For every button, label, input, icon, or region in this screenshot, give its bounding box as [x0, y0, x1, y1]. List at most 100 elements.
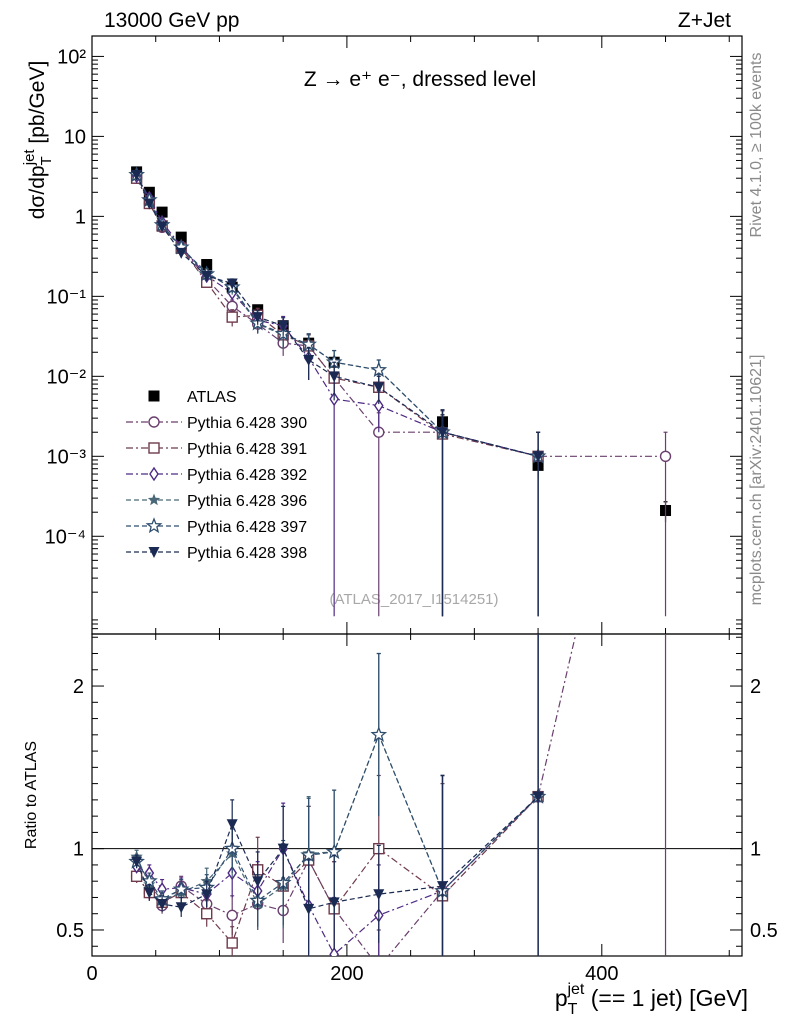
- legend-entry: ATLAS: [148, 389, 237, 406]
- ratio-series-line: [136, 733, 539, 905]
- ratio-data-point: [370, 725, 388, 742]
- main-data-point: [303, 355, 315, 367]
- ratio-data-point: [374, 962, 384, 972]
- main-series-line: [136, 173, 539, 457]
- x-axis-label: pTjet (== 1 jet) [GeV]: [555, 981, 748, 1018]
- main-y-tick-label: 1: [75, 206, 86, 228]
- ratio-series-line: [136, 733, 539, 902]
- legend-label: Pythia 6.428 391: [187, 441, 307, 458]
- legend-label: Pythia 6.428 396: [187, 493, 307, 510]
- main-data-point: [370, 361, 388, 378]
- legend-marker: [148, 442, 160, 454]
- legend-entry: Pythia 6.428 390: [126, 415, 307, 432]
- ratio-data-point: [303, 903, 315, 915]
- analysis-watermark: (ATLAS_2017_I1514251): [329, 591, 498, 608]
- legend-label: ATLAS: [187, 389, 237, 406]
- main-y-tick-label: 10⁻¹: [47, 286, 87, 308]
- ratio-data-point: [201, 889, 213, 901]
- main-series-6: [131, 169, 544, 617]
- ratio-data-point: [329, 947, 339, 956]
- ratio-data-point: [328, 897, 340, 909]
- ratio-data-point: [252, 876, 264, 888]
- main-data-point: [156, 221, 168, 233]
- ratio-data-point: [226, 909, 238, 922]
- ratio-series-3: [130, 634, 545, 956]
- legend-label: Pythia 6.428 390: [187, 415, 307, 432]
- ratio-series-4: [128, 634, 547, 956]
- legend-label: Pythia 6.428 392: [187, 467, 307, 484]
- ratio-data-point: [277, 843, 289, 855]
- main-data-point: [131, 169, 143, 181]
- legend-marker: [148, 416, 160, 428]
- legend-entry: Pythia 6.428 391: [126, 441, 307, 458]
- main-data-point: [277, 320, 289, 332]
- main-data-point: [143, 198, 155, 210]
- legend-label: Pythia 6.428 397: [187, 519, 307, 536]
- main-data-point: [436, 427, 448, 439]
- ratio-y-axis-label: Ratio to ATLAS: [23, 741, 40, 849]
- header-right: Z+Jet: [678, 9, 731, 32]
- ratio-data-point: [201, 908, 213, 920]
- ratio-y-tick-label-right: 2: [750, 676, 761, 698]
- main-data-point: [373, 398, 384, 413]
- main-data-point: [328, 371, 340, 383]
- main-data-point: [156, 206, 168, 218]
- legend-entry: Pythia 6.428 396: [126, 493, 307, 510]
- main-y-tick-label: 10: [64, 126, 86, 148]
- header-left: 13000 GeV pp: [104, 9, 239, 32]
- ratio-panel-frame: [91, 633, 743, 957]
- main-data-point: [226, 278, 238, 290]
- main-data-point: [373, 382, 385, 394]
- mcplots-label: mcplots.cern.ch [arXiv:2401.10621]: [748, 355, 765, 606]
- ratio-y-tick-label: 2: [73, 676, 84, 698]
- ratio-series-1: [130, 634, 544, 956]
- ratio-series-line: [136, 796, 539, 945]
- ratio-series-line: [136, 634, 577, 956]
- ratio-y-tick-label-right: 1: [750, 839, 761, 861]
- legend-marker: [149, 466, 159, 482]
- main-y-tick-label: 10⁻²: [47, 366, 87, 388]
- legend-entry: Pythia 6.428 398: [126, 545, 307, 562]
- ratio-y-tick-label: 1: [73, 839, 84, 861]
- ratio-series-2: [131, 634, 543, 956]
- ratio-data-point: [436, 881, 448, 893]
- main-data-point: [532, 451, 544, 463]
- main-data-point: [226, 311, 238, 323]
- x-tick-label: 200: [330, 963, 363, 985]
- main-data-point: [175, 247, 187, 259]
- ratio-y-tick-label: 0.5: [56, 920, 84, 942]
- main-data-point: [201, 259, 213, 271]
- legend-entry: Pythia 6.428 397: [126, 517, 307, 536]
- ratio-data-point: [131, 856, 143, 868]
- main-data-point: [175, 231, 187, 243]
- ratio-data-point: [661, 242, 671, 252]
- ratio-data-point: [172, 880, 190, 897]
- main-y-tick-label: 10⁻⁴: [45, 526, 86, 548]
- legend-marker: [147, 493, 161, 506]
- main-data-point: [252, 312, 264, 324]
- ratio-data-point: [532, 791, 544, 803]
- legend-entry: Pythia 6.428 392: [126, 466, 307, 484]
- ratio-y-tick-label-right: 0.5: [750, 920, 778, 942]
- ratio-data-point: [373, 889, 385, 901]
- ratio-series-5: [131, 634, 544, 956]
- legend-marker: [148, 390, 160, 402]
- main-title: Z → e⁺ e⁻, dressed level: [304, 68, 536, 91]
- ratio-data-point: [175, 902, 187, 914]
- main-y-tick-label: 10²: [57, 46, 86, 68]
- main-y-axis-label: dσ/dpTjet [pb/GeV]: [21, 61, 55, 220]
- x-tick-label: 400: [585, 963, 618, 985]
- legend-marker: [145, 517, 163, 534]
- main-data-point: [201, 270, 213, 282]
- rivet-label: Rivet 4.1.0, ≥ 100k events: [748, 53, 765, 238]
- ratio-data-point: [156, 898, 168, 910]
- ratio-data-point: [226, 819, 238, 831]
- main-y-tick-label: 10⁻³: [47, 446, 87, 468]
- ratio-series-line: [136, 796, 539, 956]
- legend-marker: [148, 547, 160, 558]
- legend-label: Pythia 6.428 398: [187, 545, 307, 562]
- main-data-point: [659, 450, 672, 463]
- ratio-data-point: [226, 937, 238, 949]
- ratio-data-point: [300, 846, 317, 863]
